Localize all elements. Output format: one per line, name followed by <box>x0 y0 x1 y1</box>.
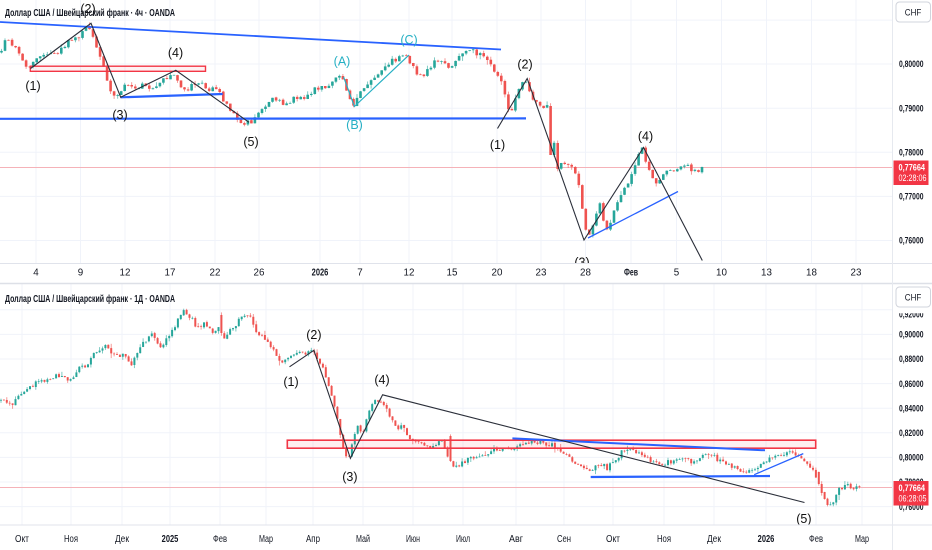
svg-text:(4): (4) <box>638 130 653 144</box>
svg-text:Сен: Сен <box>557 534 571 545</box>
svg-text:(4): (4) <box>168 46 183 60</box>
svg-text:20: 20 <box>492 268 503 279</box>
svg-text:CHF: CHF <box>905 8 922 18</box>
svg-text:(5): (5) <box>243 135 258 149</box>
svg-text:(2): (2) <box>517 58 532 72</box>
svg-text:17: 17 <box>165 268 176 279</box>
svg-text:2025: 2025 <box>162 534 179 545</box>
svg-text:(A): (A) <box>334 55 351 69</box>
svg-text:0,78000: 0,78000 <box>899 148 924 158</box>
svg-text:Окт: Окт <box>606 534 620 545</box>
svg-text:CHF: CHF <box>905 293 922 303</box>
svg-text:4: 4 <box>33 268 39 279</box>
svg-text:(C): (C) <box>400 33 417 47</box>
svg-text:Май: Май <box>356 534 370 545</box>
svg-text:Ноя: Ноя <box>64 534 78 545</box>
svg-text:(1): (1) <box>25 79 40 93</box>
svg-text:(B): (B) <box>346 118 363 132</box>
svg-text:26: 26 <box>254 268 265 279</box>
svg-text:Ноя: Ноя <box>657 534 671 545</box>
svg-text:0,92000: 0,92000 <box>899 310 924 320</box>
svg-text:0,82000: 0,82000 <box>899 428 924 438</box>
svg-text:12: 12 <box>404 268 415 279</box>
svg-text:Дек: Дек <box>115 534 130 545</box>
svg-text:Фев: Фев <box>809 534 823 545</box>
svg-text:13: 13 <box>761 268 772 279</box>
svg-text:0,76000: 0,76000 <box>899 502 924 512</box>
svg-text:Мар: Мар <box>855 534 869 545</box>
svg-text:(4): (4) <box>374 373 389 387</box>
svg-text:2026: 2026 <box>758 534 775 545</box>
svg-text:02:28:06: 02:28:06 <box>899 173 927 183</box>
svg-text:(1): (1) <box>490 138 505 152</box>
svg-text:(2): (2) <box>80 2 95 16</box>
svg-text:Окт: Окт <box>15 534 29 545</box>
svg-text:0,79000: 0,79000 <box>899 103 924 113</box>
svg-text:Июл: Июл <box>456 534 470 545</box>
svg-text:Фев: Фев <box>624 268 638 279</box>
svg-text:15: 15 <box>447 268 458 279</box>
svg-text:Апр: Апр <box>306 534 320 545</box>
svg-text:0,80000: 0,80000 <box>899 453 924 463</box>
svg-text:5: 5 <box>674 268 680 279</box>
svg-text:(1): (1) <box>283 375 298 389</box>
svg-text:28: 28 <box>580 268 591 279</box>
svg-text:0,84000: 0,84000 <box>899 403 924 413</box>
svg-text:Авг: Авг <box>509 534 523 545</box>
svg-text:23: 23 <box>536 268 547 279</box>
svg-text:Доллар США / Швейцарский франк: Доллар США / Швейцарский франк · 4ч · OA… <box>5 7 175 19</box>
svg-text:7: 7 <box>357 268 362 279</box>
svg-text:(2): (2) <box>306 328 321 342</box>
svg-text:10: 10 <box>716 268 727 279</box>
svg-text:9: 9 <box>78 268 83 279</box>
svg-text:(3): (3) <box>574 256 589 270</box>
svg-text:0,77664: 0,77664 <box>899 162 926 172</box>
svg-text:0,90000: 0,90000 <box>899 330 924 340</box>
svg-text:(3): (3) <box>342 470 357 484</box>
svg-text:Мар: Мар <box>259 534 273 545</box>
svg-text:Дек: Дек <box>707 534 722 545</box>
svg-text:Доллар США / Швейцарский франк: Доллар США / Швейцарский франк · 1Д · OA… <box>5 293 175 305</box>
svg-text:(3): (3) <box>112 108 127 122</box>
svg-text:Фев: Фев <box>213 534 227 545</box>
svg-text:12: 12 <box>120 268 131 279</box>
svg-text:0,77664: 0,77664 <box>899 483 926 493</box>
svg-text:(5): (5) <box>796 512 811 526</box>
svg-text:0,80000: 0,80000 <box>899 59 924 69</box>
svg-text:2026: 2026 <box>312 268 329 279</box>
svg-text:18: 18 <box>806 268 817 279</box>
svg-text:06:28:05: 06:28:05 <box>899 493 927 503</box>
svg-text:Июн: Июн <box>406 534 420 545</box>
svg-text:23: 23 <box>851 268 862 279</box>
svg-text:0,86000: 0,86000 <box>899 379 924 389</box>
svg-text:0,76000: 0,76000 <box>899 236 924 246</box>
svg-text:22: 22 <box>210 268 221 279</box>
svg-text:0,88000: 0,88000 <box>899 354 924 364</box>
svg-text:0,77000: 0,77000 <box>899 192 924 202</box>
